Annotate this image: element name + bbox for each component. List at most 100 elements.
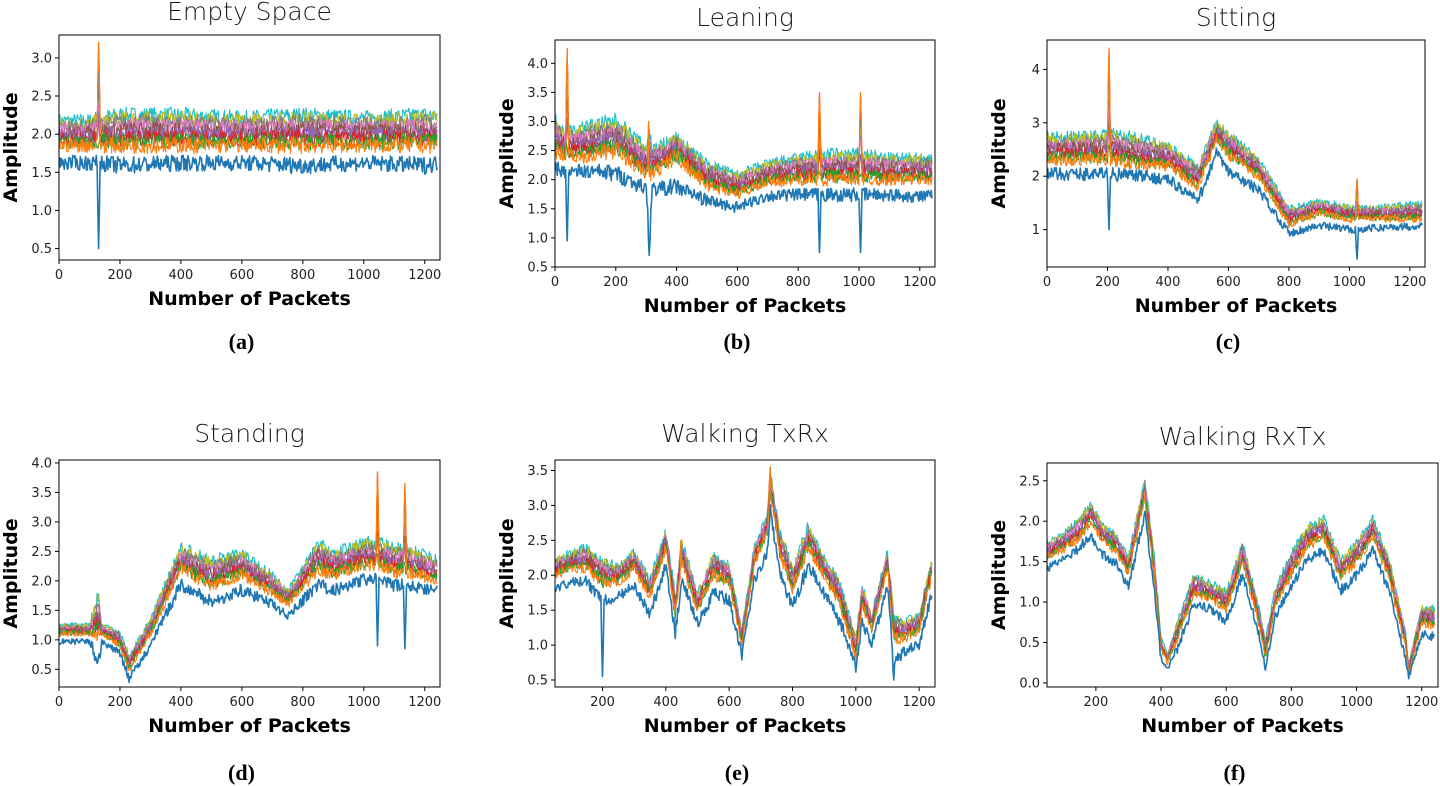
panel-caption: (b): [724, 329, 751, 354]
x-tick-label: 1000: [347, 268, 380, 283]
chart-panel-4: Standing 0 200 400 600 800 1000 1200 0.5 1.0 1.5 2.…: [0, 419, 441, 785]
x-tick-label: 400: [169, 268, 194, 283]
x-tick-label: 200: [108, 268, 133, 283]
series-line-2: [59, 42, 438, 155]
plot-area: [59, 42, 438, 250]
series-line-2: [555, 48, 933, 200]
panel-caption: (c): [1216, 329, 1240, 354]
y-tick-label: 2.0: [31, 128, 52, 143]
y-tick-label: 0.5: [527, 674, 548, 689]
y-tick-label: 2.5: [527, 534, 548, 549]
series-line-1: [59, 572, 438, 684]
y-axis-label: Amplitude: [988, 98, 1010, 208]
y-tick-label: 1: [1032, 223, 1040, 238]
series-line-10: [59, 493, 438, 660]
plot-frame: [58, 459, 441, 688]
chart-panel-5: Walking TxRx 200 400 600 800 1000 1200 0.5 1.0 1.…: [496, 419, 936, 785]
chart-title: Sitting: [1196, 3, 1276, 32]
x-tick-label: 1200: [903, 695, 936, 710]
y-tick-label: 1.0: [31, 633, 52, 648]
x-tick-label: 0: [55, 268, 63, 283]
series-line-2: [555, 466, 933, 662]
x-tick-label: 600: [1214, 695, 1239, 710]
plot-area: [555, 466, 933, 681]
y-tick-label: 3.5: [31, 486, 52, 501]
y-tick-label: 2.0: [31, 574, 52, 589]
x-tick-label: 600: [229, 268, 254, 283]
x-tick-label: 800: [780, 695, 805, 710]
y-tick-label: 3.0: [527, 499, 548, 514]
series-line-1: [1047, 147, 1423, 260]
y-tick-label: 2.5: [1019, 474, 1040, 489]
series-line-2: [1047, 47, 1423, 229]
y-tick-label: 1.5: [31, 604, 52, 619]
x-tick-label: 1000: [347, 695, 380, 710]
x-axis-label: Number of Packets: [148, 288, 351, 310]
y-tick-label: 4.0: [31, 456, 52, 471]
series-line-1: [1047, 510, 1436, 680]
x-tick-label: 200: [1095, 275, 1120, 290]
plot-frame: [58, 34, 441, 261]
x-tick-label: 1000: [839, 695, 872, 710]
plot-frame: [1046, 39, 1426, 268]
plot-frame: [554, 39, 936, 268]
chart-title: Leaning: [696, 3, 794, 32]
y-tick-label: 1.0: [31, 204, 52, 219]
x-tick-label: 400: [169, 695, 194, 710]
y-tick-label: 2: [1032, 170, 1040, 185]
x-axis-label: Number of Packets: [1135, 295, 1338, 317]
x-tick-label: 400: [1156, 275, 1181, 290]
x-tick-label: 0: [551, 275, 559, 290]
y-tick-label: 3.0: [31, 51, 52, 66]
plot-area: [59, 471, 438, 684]
x-tick-label: 600: [717, 695, 742, 710]
y-tick-label: 2.0: [1019, 515, 1040, 530]
x-tick-label: 200: [1083, 695, 1108, 710]
y-axis-label: Amplitude: [0, 92, 22, 202]
y-axis-label: Amplitude: [0, 518, 22, 628]
x-tick-label: 1200: [408, 695, 441, 710]
y-tick-label: 3.5: [527, 464, 548, 479]
y-axis-label: Amplitude: [496, 98, 518, 208]
x-axis-label: Number of Packets: [1141, 715, 1344, 737]
chart-panel-1: Empty Space 0 200 400 600 800 1000 1200 0.5 1.0 1.…: [0, 0, 441, 354]
y-tick-label: 2.5: [31, 90, 52, 105]
y-tick-label: 1.5: [31, 166, 52, 181]
y-tick-label: 1.0: [1019, 596, 1040, 611]
y-tick-label: 0.5: [1019, 636, 1040, 651]
series-line-9: [1047, 480, 1436, 667]
panel-caption: (a): [229, 329, 255, 354]
y-tick-label: 2.0: [527, 569, 548, 584]
chart-title: Walking RxTx: [1159, 422, 1327, 451]
y-tick-label: 3.0: [527, 115, 548, 130]
x-tick-label: 1200: [1405, 695, 1438, 710]
y-tick-label: 0.0: [1019, 676, 1040, 691]
plot-frame: [554, 459, 936, 688]
plot-area: [1047, 47, 1423, 260]
x-tick-label: 1200: [903, 275, 936, 290]
x-axis-label: Number of Packets: [644, 715, 847, 737]
x-tick-label: 800: [786, 275, 811, 290]
x-tick-label: 200: [590, 695, 615, 710]
series-line-8: [555, 97, 933, 185]
y-tick-label: 2.5: [527, 144, 548, 159]
x-tick-label: 600: [229, 695, 254, 710]
x-tick-label: 1200: [1393, 275, 1426, 290]
y-axis-label: Amplitude: [988, 520, 1010, 630]
panel-caption: (e): [725, 760, 749, 785]
x-tick-label: 200: [108, 695, 133, 710]
y-tick-label: 1.0: [527, 231, 548, 246]
y-tick-label: 0.5: [527, 261, 548, 276]
x-tick-label: 400: [1149, 695, 1174, 710]
y-tick-label: 1.0: [527, 639, 548, 654]
series-line-10: [1047, 482, 1436, 665]
x-tick-label: 1000: [1333, 275, 1366, 290]
x-tick-label: 0: [1043, 275, 1051, 290]
y-tick-label: 0.5: [31, 242, 52, 257]
y-tick-label: 1.5: [527, 202, 548, 217]
series-line-7: [1047, 489, 1436, 667]
chart-panel-6: Walking RxTx 200 400 600 800 1000 1200 0.0 0.5 1.…: [988, 422, 1439, 785]
x-tick-label: 800: [290, 268, 315, 283]
x-tick-label: 400: [664, 275, 689, 290]
